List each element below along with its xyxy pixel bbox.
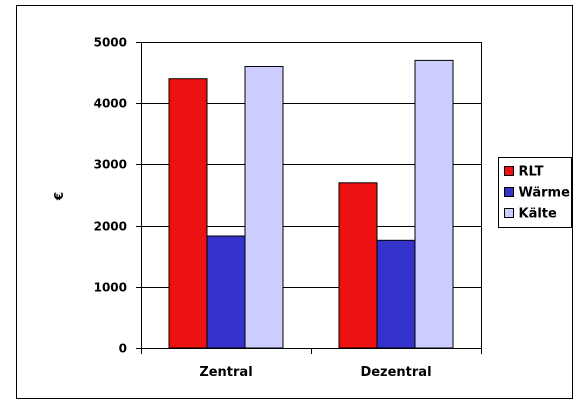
bar-kälte-dezentral <box>414 59 454 349</box>
y-tick-label: 4000 <box>94 97 127 111</box>
bar-rlt-zentral <box>168 78 208 349</box>
chart-frame <box>16 5 573 399</box>
legend-swatch-rlt <box>504 166 514 176</box>
y-tick-label: 5000 <box>94 36 127 50</box>
bars <box>168 59 454 349</box>
y-tick-label: 2000 <box>94 220 127 234</box>
bar-rlt-dezentral <box>338 182 378 349</box>
legend: RLT Wärme Kälte <box>498 157 572 228</box>
legend-label-rlt: RLT <box>519 165 544 180</box>
bar-wärme-dezentral <box>376 239 416 349</box>
bar-kälte-zentral <box>244 66 284 349</box>
legend-label-kälte: Kälte <box>519 207 558 222</box>
legend-label-wärme: Wärme <box>519 186 571 201</box>
labels: 0 1000 2000 3000 4000 5000 Zentral Dezentral <box>94 36 432 381</box>
y-tick-label: 0 <box>119 342 127 356</box>
legend-swatch-wärme <box>504 187 514 197</box>
bar-wärme-zentral <box>206 235 246 349</box>
x-tick-label: Dezentral <box>360 365 431 380</box>
y-tick-label: 1000 <box>94 281 127 295</box>
x-tick-label: Zentral <box>199 365 252 380</box>
y-axis-label: € <box>52 192 66 201</box>
axes <box>136 42 482 354</box>
legend-swatch-kälte <box>504 208 514 218</box>
y-tick-label: 3000 <box>94 158 127 172</box>
